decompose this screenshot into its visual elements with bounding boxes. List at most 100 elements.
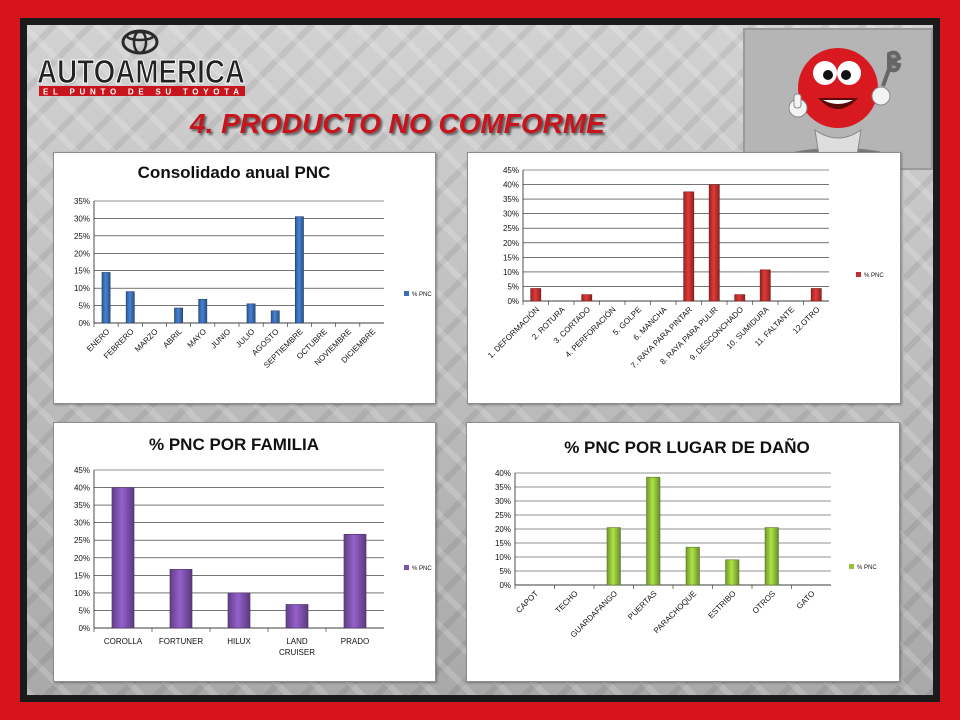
category-label: PRADO [341,637,369,646]
brand-tagline: EL PUNTO DE SU TOYOTA [43,88,239,97]
bar [101,272,111,324]
y-tick-label: 40% [74,484,90,493]
y-tick-label: 10% [74,589,90,598]
chart-panel-lugar-dano: % PNC POR LUGAR DE DAÑO 0% 5% 10% 15% 20% 25% 3… [466,422,900,682]
bar [343,533,367,629]
category-label: 4. PERFORACIÓN [564,305,618,359]
bar [174,307,183,324]
legend-swatch [404,291,409,296]
y-tick-label: 35% [74,501,90,510]
bar [246,303,256,324]
bar [285,604,309,629]
y-tick-label: 5% [78,302,90,311]
bar [125,291,135,324]
chart-panel-familia: % PNC POR FAMILIA 0% 5% 10% 15% 20% 25% 30% 35% 4… [53,422,436,682]
category-label: FORTUNER [159,637,204,646]
y-tick-label: 20% [495,525,511,534]
y-tick-label: 10% [503,268,519,277]
y-tick-label: 30% [495,497,511,506]
y-tick-label: 25% [74,536,90,545]
bar [764,527,779,586]
y-tick-label: 5% [499,567,511,576]
bar [169,569,193,629]
bar [530,288,542,302]
chart-title: % PNC POR FAMILIA [149,435,319,454]
y-tick-label: 25% [495,511,511,520]
bar [198,298,208,324]
legend-swatch [856,272,861,277]
y-tick-label: 0% [78,319,90,328]
legend-swatch [404,565,409,570]
y-tick-label: 20% [74,554,90,563]
y-tick-label: 0% [507,297,519,306]
bar [295,216,304,324]
y-tick-label: 30% [74,519,90,528]
chart-panel-tipo-defecto: 0% 5% 10% 15% 20% 25% 30% 35% 40% 45% 1. DEFORMACI… [467,152,901,404]
y-tick-label: 15% [74,571,90,580]
category-label: 12.OTRO [791,305,822,336]
chart-consolidado-anual: Consolidado anual PNC 0% 5% 10% 15% 20% 25% 30%… [74,163,432,370]
y-tick-label: 30% [503,210,519,219]
page-title: 4. PRODUCTO NO COMFORME [190,108,605,139]
category-label: GATO [795,589,817,611]
category-label: CAPOT [514,589,540,615]
bar [111,487,135,629]
category-label: HILUX [227,637,251,646]
bar [581,294,593,302]
category-label: PUERTAS [626,589,659,622]
y-tick-label: 45% [74,466,90,475]
wrench-icon [881,50,902,87]
legend-label: % PNC [412,292,432,298]
bar [270,310,280,324]
legend-label: % PNC [864,273,884,279]
y-tick-label: 40% [503,181,519,190]
legend-label: % PNC [412,566,432,572]
bar [725,559,740,586]
y-tick-label: 25% [503,224,519,233]
y-tick-label: 20% [74,249,90,258]
y-tick-label: 5% [507,282,519,291]
y-tick-label: 10% [495,553,511,562]
bar [646,476,661,586]
bar [759,269,771,302]
y-tick-label: 20% [503,239,519,248]
y-tick-label: 15% [503,253,519,262]
y-tick-label: 40% [495,469,511,478]
y-tick-label: 35% [74,197,90,206]
y-tick-label: 0% [78,624,90,633]
chart-title: Consolidado anual PNC [138,163,331,182]
y-tick-label: 15% [74,267,90,276]
category-label: OTROS [751,589,777,615]
y-tick-label: 30% [74,214,90,223]
y-tick-label: 10% [74,284,90,293]
mascot-illustration [743,28,933,170]
category-label: TECHO [554,589,580,615]
autoamerica-logo: AUTOAMERICA EL PUNTO DE SU TOYOTA [35,28,250,98]
bar [606,527,621,586]
y-tick-label: 0% [499,581,511,590]
chart-panel-consolidado: Consolidado anual PNC 0% 5% 10% 15% 20% 25% 30%… [53,152,436,404]
bar [683,191,695,302]
chart-pnc-por-lugar: % PNC POR LUGAR DE DAÑO 0% 5% 10% 15% 20% 25% 3… [495,437,877,639]
y-tick-label: 35% [503,195,519,204]
y-tick-label: 5% [78,606,90,615]
y-tick-label: 15% [495,539,511,548]
category-label: CRUISER [279,648,315,657]
y-tick-label: 45% [503,166,519,175]
chart-pnc-por-familia: % PNC POR FAMILIA 0% 5% 10% 15% 20% 25% 30% 35% 4… [74,435,432,657]
category-label: ESTRIBO [706,589,737,620]
bar [810,288,822,302]
y-tick-label: 25% [74,232,90,241]
bar [708,184,720,302]
chart-pnc-por-tipo: 0%5%10%15%20%25%30%35%40%45%1. DEFORMACI… [486,166,884,370]
brand-name: AUTOAMERICA [37,53,245,90]
bar [227,592,251,629]
category-label: LAND [286,637,308,646]
category-label: JULIO [234,327,256,349]
y-tick-label: 35% [495,483,511,492]
category-label: PARACHOQUE [652,589,698,635]
category-label: MAYO [186,327,209,350]
category-label: JUNIO [209,327,232,350]
chart-title: % PNC POR LUGAR DE DAÑO [564,437,810,457]
bar [685,546,700,586]
